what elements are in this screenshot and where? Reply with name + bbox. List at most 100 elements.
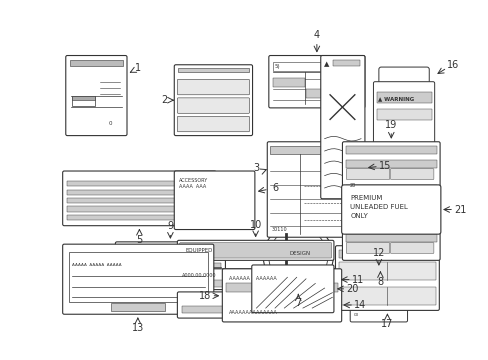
Bar (67, 198, 211, 203)
FancyBboxPatch shape (390, 218, 433, 229)
FancyBboxPatch shape (378, 67, 428, 93)
Bar (120, 280, 220, 286)
Bar (72, 95, 95, 100)
FancyBboxPatch shape (267, 142, 356, 237)
Bar (272, 78, 305, 87)
FancyBboxPatch shape (66, 55, 127, 136)
Text: 7: 7 (295, 298, 301, 309)
Text: 12: 12 (372, 248, 384, 258)
FancyBboxPatch shape (62, 244, 213, 314)
Text: ONLY: ONLY (349, 213, 367, 219)
FancyBboxPatch shape (346, 169, 389, 180)
Text: EQUIPPED: EQUIPPED (185, 248, 212, 253)
FancyBboxPatch shape (115, 242, 225, 295)
Bar (178, 68, 248, 72)
FancyBboxPatch shape (177, 98, 249, 113)
Text: 5: 5 (136, 235, 142, 244)
Text: 19: 19 (385, 120, 397, 130)
Bar (67, 189, 211, 195)
Text: 11: 11 (351, 275, 364, 285)
Text: AAAAAAAAAAAAAA: AAAAAAAAAAAAAA (228, 310, 277, 315)
FancyBboxPatch shape (177, 80, 249, 95)
Bar (182, 306, 335, 314)
Bar (338, 262, 435, 280)
Text: 13: 13 (131, 323, 143, 333)
Text: 15: 15 (378, 161, 390, 171)
FancyBboxPatch shape (390, 193, 433, 204)
Bar (67, 215, 211, 220)
Bar (67, 181, 211, 186)
Text: PREMIUM: PREMIUM (349, 194, 382, 201)
Text: 1: 1 (135, 63, 141, 73)
Text: AAAAA  AAAAA  AAAAA: AAAAA AAAAA AAAAA (72, 264, 122, 267)
Bar (347, 249, 412, 262)
Bar (345, 210, 436, 217)
FancyBboxPatch shape (390, 169, 433, 180)
FancyBboxPatch shape (349, 269, 407, 322)
Bar (272, 62, 360, 71)
Text: 9: 9 (167, 221, 173, 231)
Text: 0: 0 (108, 121, 111, 126)
Bar (347, 213, 412, 225)
Bar (226, 283, 337, 292)
Text: A000.00.0000: A000.00.0000 (182, 273, 216, 278)
Bar (338, 250, 435, 258)
FancyBboxPatch shape (222, 269, 341, 322)
Bar (376, 109, 431, 120)
Text: 18: 18 (199, 291, 211, 301)
FancyBboxPatch shape (179, 243, 331, 258)
FancyBboxPatch shape (390, 243, 433, 253)
FancyBboxPatch shape (346, 243, 389, 253)
FancyBboxPatch shape (177, 240, 333, 260)
Bar (347, 231, 412, 243)
Bar (182, 280, 332, 287)
Text: AAAAAA    AAAAAA: AAAAAA AAAAAA (228, 276, 276, 280)
Text: 6: 6 (271, 183, 278, 193)
Bar (110, 303, 164, 311)
FancyBboxPatch shape (373, 82, 434, 172)
Bar (270, 147, 353, 154)
Text: 3: 3 (253, 163, 259, 173)
FancyBboxPatch shape (341, 185, 440, 234)
Bar (72, 95, 95, 106)
Text: 20: 20 (349, 183, 355, 188)
Bar (345, 147, 436, 154)
Bar (345, 185, 436, 193)
Text: 17: 17 (381, 319, 393, 329)
FancyBboxPatch shape (335, 246, 438, 310)
Text: 10: 10 (249, 220, 261, 230)
Text: ACCESSORY: ACCESSORY (179, 178, 208, 183)
Text: 16: 16 (446, 60, 458, 70)
Text: 5): 5) (274, 64, 280, 69)
Text: 21: 21 (453, 204, 466, 215)
Text: 4: 4 (313, 31, 319, 40)
Bar (345, 234, 436, 242)
FancyBboxPatch shape (177, 292, 340, 318)
Bar (345, 160, 436, 168)
FancyBboxPatch shape (177, 269, 337, 289)
Bar (347, 194, 412, 206)
Text: 2: 2 (161, 95, 167, 105)
FancyBboxPatch shape (320, 55, 364, 199)
Text: 14: 14 (353, 300, 366, 310)
FancyBboxPatch shape (342, 142, 439, 260)
Text: 00: 00 (353, 313, 359, 317)
FancyBboxPatch shape (174, 171, 254, 230)
Text: 20: 20 (346, 284, 358, 294)
Bar (67, 206, 211, 212)
Bar (69, 60, 123, 66)
Bar (338, 287, 435, 305)
Text: ▲ WARNING: ▲ WARNING (377, 96, 413, 101)
FancyBboxPatch shape (346, 193, 389, 204)
FancyBboxPatch shape (177, 116, 249, 132)
FancyBboxPatch shape (251, 265, 333, 313)
Bar (376, 144, 431, 167)
Text: AAAA  AAA: AAAA AAA (179, 184, 206, 189)
Bar (332, 60, 360, 66)
FancyBboxPatch shape (174, 65, 252, 136)
FancyBboxPatch shape (346, 218, 389, 229)
Bar (347, 181, 412, 189)
FancyBboxPatch shape (62, 171, 216, 226)
Text: 30110: 30110 (271, 227, 287, 232)
FancyBboxPatch shape (344, 176, 415, 268)
